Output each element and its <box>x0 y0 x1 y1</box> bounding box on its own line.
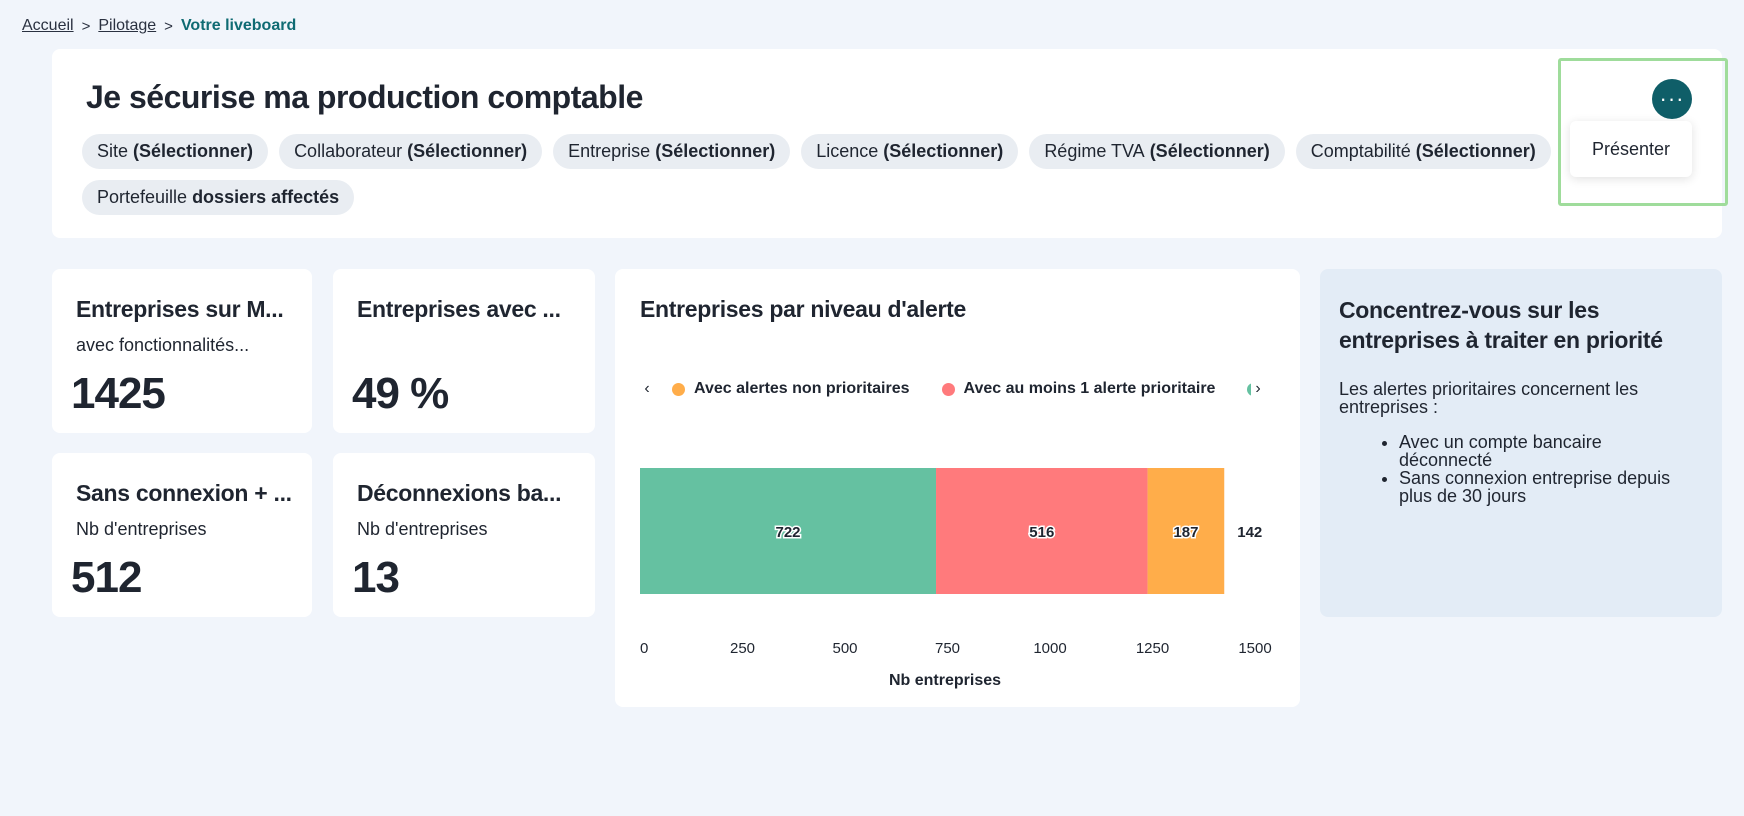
filter-name: Collaborateur <box>294 141 403 161</box>
kpi-card-sans-connexion[interactable]: Sans connexion + ... Nb d'entreprises 51… <box>52 453 312 617</box>
list-item: Sans connexion entreprise depuis plus de… <box>1399 469 1699 505</box>
chevron-right-icon: > <box>81 17 91 35</box>
filter-chip-regime-tva[interactable]: Régime TVA (Sélectionner) <box>1029 134 1285 169</box>
x-tick-label: 0 <box>640 640 648 657</box>
info-list: Avec un compte bancaire déconnecté Sans … <box>1339 433 1699 505</box>
filter-name: Portefeuille <box>97 187 188 207</box>
kpi-value: 49 % <box>352 369 449 418</box>
info-intro: Les alertes prioritaires concernent les … <box>1339 379 1639 417</box>
filter-chips: Site (Sélectionner) Collaborateur (Sélecti… <box>82 134 1602 215</box>
legend-item-prioritaire[interactable]: Avec au moins 1 alerte prioritaire <box>941 380 1216 398</box>
legend-label: Avec alertes non prioritaires <box>694 380 910 397</box>
filter-name: Licence <box>816 141 879 161</box>
kpi-card-entreprises-avec[interactable]: Entreprises avec ... 49 % <box>333 269 595 433</box>
filter-chip-collaborateur[interactable]: Collaborateur (Sélectionner) <box>279 134 543 169</box>
more-horizontal-icon: ··· <box>1659 86 1685 111</box>
stacked-bar-chart: 722 516 187 142 0 250 500 750 1000 1250 1500 <box>640 468 1272 657</box>
data-label: 722 <box>775 524 800 541</box>
kpi-value: 512 <box>71 553 142 602</box>
x-axis-label: Nb entreprises <box>888 672 1002 689</box>
filter-value: (Sélectionner) <box>883 141 1004 161</box>
filter-value: dossiers affectés <box>192 187 340 207</box>
kpi-title: Entreprises avec ... <box>357 296 561 322</box>
bar-segment[interactable] <box>936 468 1148 594</box>
x-tick-label: 500 <box>832 640 857 657</box>
kpi-value: 13 <box>352 553 400 602</box>
kpi-subtitle: avec fonctionnalités... <box>76 335 250 355</box>
legend-dot-icon <box>941 382 955 396</box>
filter-chip-comptabilite[interactable]: Comptabilité (Sélectionner) <box>1295 134 1551 169</box>
filter-value: (Sélectionner) <box>1415 141 1536 161</box>
data-label: 516 <box>1029 524 1054 541</box>
filter-name: Comptabilité <box>1310 141 1411 161</box>
x-tick-label: 1500 <box>1238 640 1271 657</box>
liveboard-header: Je sécurise ma production comptable Site… <box>52 49 1722 238</box>
total-label: 142 <box>1237 524 1262 541</box>
info-body: Les alertes prioritaires concernent les … <box>1339 380 1699 505</box>
kpi-card-entreprises-sur[interactable]: Entreprises sur M... avec fonctionnalité… <box>52 269 312 433</box>
info-card: Concentrez-vous sur les entreprises à tr… <box>1320 269 1722 617</box>
x-tick-label: 1000 <box>1033 640 1066 657</box>
filter-name: Entreprise <box>568 141 651 161</box>
filter-name: Site <box>97 141 129 161</box>
filter-chip-site[interactable]: Site (Sélectionner) <box>82 134 269 169</box>
filter-chip-licence[interactable]: Licence (Sélectionner) <box>801 134 1019 169</box>
filter-value: (Sélectionner) <box>407 141 528 161</box>
kpi-subtitle: Nb d'entreprises <box>357 519 488 539</box>
data-label: 187 <box>1173 524 1198 541</box>
filter-value: (Sélectionner) <box>133 141 254 161</box>
list-item: Avec un compte bancaire déconnecté <box>1399 433 1699 469</box>
info-title: Concentrez-vous sur les entreprises à tr… <box>1339 297 1663 353</box>
more-options-button[interactable]: ··· <box>1652 79 1692 119</box>
kpi-title: Déconnexions ba... <box>357 480 562 506</box>
breadcrumb-current: Votre liveboard <box>180 17 297 34</box>
chevron-right-icon: > <box>164 17 173 35</box>
filter-chip-entreprise[interactable]: Entreprise (Sélectionner) <box>553 134 791 169</box>
present-menu-item[interactable]: Présenter <box>1570 121 1692 177</box>
legend-dot-icon <box>1247 382 1251 396</box>
x-tick-label: 750 <box>935 640 960 657</box>
filter-value: (Sélectionner) <box>655 141 776 161</box>
breadcrumb-pilotage-link[interactable]: Pilotage <box>98 17 157 34</box>
kpi-title: Sans connexion + ... <box>76 480 292 506</box>
legend-dot-icon <box>672 382 685 396</box>
chevron-right-icon[interactable]: › <box>1255 380 1261 397</box>
filter-value: (Sélectionner) <box>1149 141 1270 161</box>
legend-item-non-prioritaires[interactable]: Avec alertes non prioritaires <box>672 380 910 398</box>
filter-name: Régime TVA <box>1044 141 1145 161</box>
bar-segment[interactable] <box>1147 468 1225 594</box>
kpi-subtitle: Nb d'entreprises <box>76 519 207 539</box>
bar-segment[interactable] <box>640 468 937 594</box>
legend-item-sans-alerte[interactable]: Sa <box>1247 380 1251 398</box>
x-tick-label: 1250 <box>1136 640 1169 657</box>
chart-card: Entreprises par niveau d'alerte ‹ Avec a… <box>615 269 1300 707</box>
kpi-card-deconnexions[interactable]: Déconnexions ba... Nb d'entreprises 13 <box>333 453 595 617</box>
breadcrumb: Accueil > Pilotage > Votre liveboard <box>22 17 296 35</box>
x-tick-label: 250 <box>730 640 755 657</box>
chart-legend: ‹ Avec alertes non prioritaires Avec au … <box>640 378 1265 400</box>
chevron-left-icon[interactable]: ‹ <box>644 380 650 397</box>
breadcrumb-home-link[interactable]: Accueil <box>22 17 74 34</box>
kpi-value: 1425 <box>71 369 166 418</box>
chart-title: Entreprises par niveau d'alerte <box>640 296 966 322</box>
legend-label: Avec au moins 1 alerte prioritaire <box>963 380 1216 397</box>
filter-chip-portefeuille[interactable]: Portefeuille dossiers affectés <box>82 180 355 215</box>
kpi-title: Entreprises sur M... <box>76 296 284 322</box>
legend-items: Avec alertes non prioritaires Avec au mo… <box>654 380 1251 398</box>
page-title: Je sécurise ma production comptable <box>86 79 643 115</box>
